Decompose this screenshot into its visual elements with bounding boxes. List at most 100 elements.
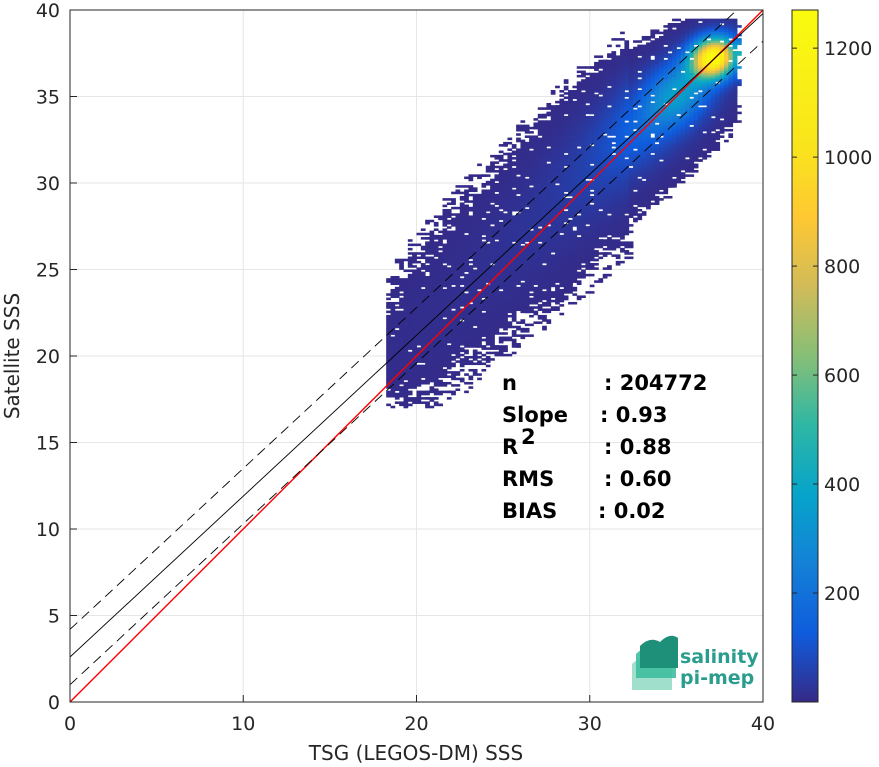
density-cell [477, 254, 482, 257]
density-cell [442, 275, 448, 279]
density-cell [559, 180, 565, 184]
density-cell [498, 301, 504, 305]
density-cell [507, 243, 513, 247]
density-cell [507, 291, 513, 294]
density-cell [615, 191, 621, 195]
density-cell [416, 308, 422, 311]
density-cell [576, 176, 582, 180]
density-cell [633, 55, 638, 58]
density-cell [607, 100, 612, 104]
density-cell [598, 83, 604, 87]
density-cell [407, 368, 413, 372]
density-cell [477, 208, 482, 212]
density-cell [646, 44, 651, 48]
density-cell [641, 44, 647, 48]
density-cell [620, 200, 625, 203]
density-cell [455, 237, 461, 240]
density-cell [490, 213, 495, 216]
density-cell [633, 118, 638, 121]
density-cell [407, 282, 413, 286]
density-cell [524, 310, 530, 314]
density-cell [429, 273, 435, 277]
density-cell [637, 74, 643, 78]
density-cell [472, 327, 478, 331]
density-cell [429, 405, 435, 409]
density-cell [503, 327, 508, 331]
density-cell [399, 263, 404, 266]
density-cell [481, 193, 487, 197]
density-cell [446, 358, 452, 361]
density-cell [646, 55, 651, 58]
density-cell [563, 243, 569, 247]
density-cell [620, 193, 625, 197]
density-cell [498, 291, 504, 294]
density-cell [637, 161, 643, 164]
density-cell [568, 167, 573, 171]
density-cell [516, 185, 521, 188]
density-cell [663, 167, 669, 171]
density-cell [650, 137, 656, 141]
density-cell [624, 53, 630, 56]
density-cell [624, 195, 630, 199]
density-cell [477, 245, 482, 249]
density-cell [498, 165, 504, 169]
density-cell [494, 321, 500, 324]
density-cell [446, 345, 452, 348]
density-cell [555, 217, 560, 221]
density-cell [485, 208, 491, 212]
density-cell [572, 137, 578, 141]
density-cell [628, 120, 634, 123]
density-cell [542, 284, 547, 288]
density-cell [624, 105, 630, 108]
density-cell [654, 139, 660, 143]
density-cell [468, 228, 474, 231]
density-cell [438, 351, 443, 355]
density-cell [563, 215, 569, 218]
density-cell [464, 338, 469, 342]
density-cell [472, 243, 478, 247]
density-cell [559, 282, 565, 286]
density-cell [438, 336, 443, 340]
density-cell [533, 187, 539, 190]
density-cell [550, 237, 556, 240]
density-cell [555, 288, 560, 292]
density-cell [481, 241, 487, 244]
density-cell [446, 280, 452, 283]
density-cell [550, 204, 556, 208]
density-cell [654, 115, 660, 119]
density-cell [394, 321, 400, 324]
density-cell [537, 139, 543, 143]
density-cell [641, 150, 647, 154]
density-cell [472, 224, 478, 227]
density-cell [568, 247, 573, 251]
density-cell [412, 269, 417, 273]
density-cell [511, 273, 517, 277]
density-cell [524, 187, 530, 190]
density-cell [572, 265, 582, 268]
density-cell [663, 139, 669, 143]
density-cell [646, 159, 651, 162]
density-cell [520, 319, 526, 322]
density-cell [529, 157, 534, 160]
density-cell [572, 208, 578, 212]
density-cell [503, 317, 508, 320]
density-cell [386, 373, 391, 376]
density-cell [464, 325, 469, 329]
density-cell [624, 221, 630, 225]
density-cell [628, 81, 634, 84]
density-cell [546, 217, 552, 221]
density-cell [477, 256, 482, 260]
density-cell [503, 271, 508, 275]
density-cell [394, 312, 400, 316]
density-cell [399, 280, 404, 283]
density-cell [537, 183, 543, 186]
density-cell [576, 187, 582, 190]
density-cell [511, 150, 517, 154]
density-cell [468, 185, 474, 188]
density-cell [607, 159, 612, 162]
density-cell [572, 178, 578, 182]
density-cell [477, 237, 482, 240]
density-cell [394, 306, 400, 309]
density-cell [485, 273, 491, 277]
density-cell [602, 64, 608, 67]
